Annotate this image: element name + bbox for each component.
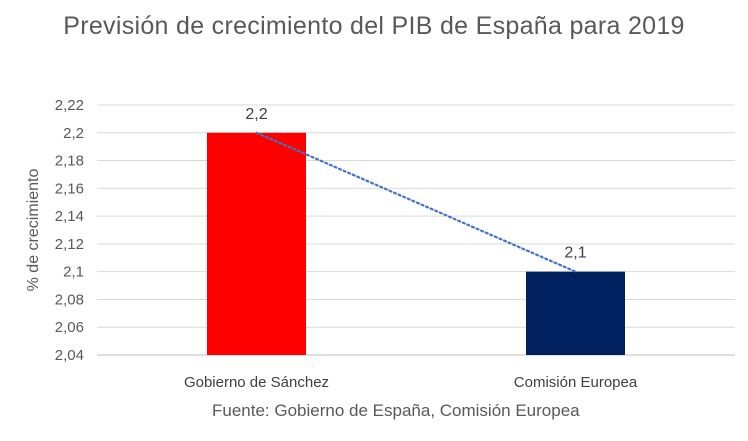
- y-tick-label: 2,04: [55, 347, 84, 364]
- x-axis-categories: Gobierno de Sánchez Comisión Europea: [184, 374, 638, 391]
- y-tick-label: 2,14: [55, 208, 84, 225]
- chart-title: Previsión de crecimiento del PIB de Espa…: [63, 12, 685, 40]
- y-tick-label: 2,18: [55, 153, 84, 170]
- trendline: [255, 131, 577, 273]
- y-tick-label: 2,08: [55, 291, 84, 308]
- source-note: Fuente: Gobierno de España, Comisión Eur…: [212, 401, 580, 420]
- bars: [207, 132, 625, 355]
- y-axis-ticks: 2,04 2,06 2,08 2,1 2,12 2,14 2,16 2,18 2,2 2,22: [55, 97, 84, 364]
- y-tick-label: 2,2: [63, 125, 84, 142]
- y-tick-label: 2,22: [55, 97, 84, 114]
- bar: [526, 271, 625, 355]
- gridlines: [97, 104, 735, 356]
- data-labels: 2,2 2,1: [245, 106, 586, 262]
- y-tick-label: 2,1: [63, 264, 84, 281]
- trendline-segment: [255, 131, 577, 273]
- y-tick-label: 2,16: [55, 180, 84, 197]
- y-tick-label: 2,12: [55, 236, 84, 253]
- data-label: 2,1: [564, 245, 586, 262]
- data-label: 2,2: [245, 106, 267, 123]
- x-category-label: Gobierno de Sánchez: [184, 374, 329, 391]
- y-tick-label: 2,06: [55, 319, 84, 336]
- y-axis-title: % de crecimiento: [25, 169, 42, 292]
- bar: [207, 132, 306, 355]
- x-category-label: Comisión Europea: [514, 374, 638, 391]
